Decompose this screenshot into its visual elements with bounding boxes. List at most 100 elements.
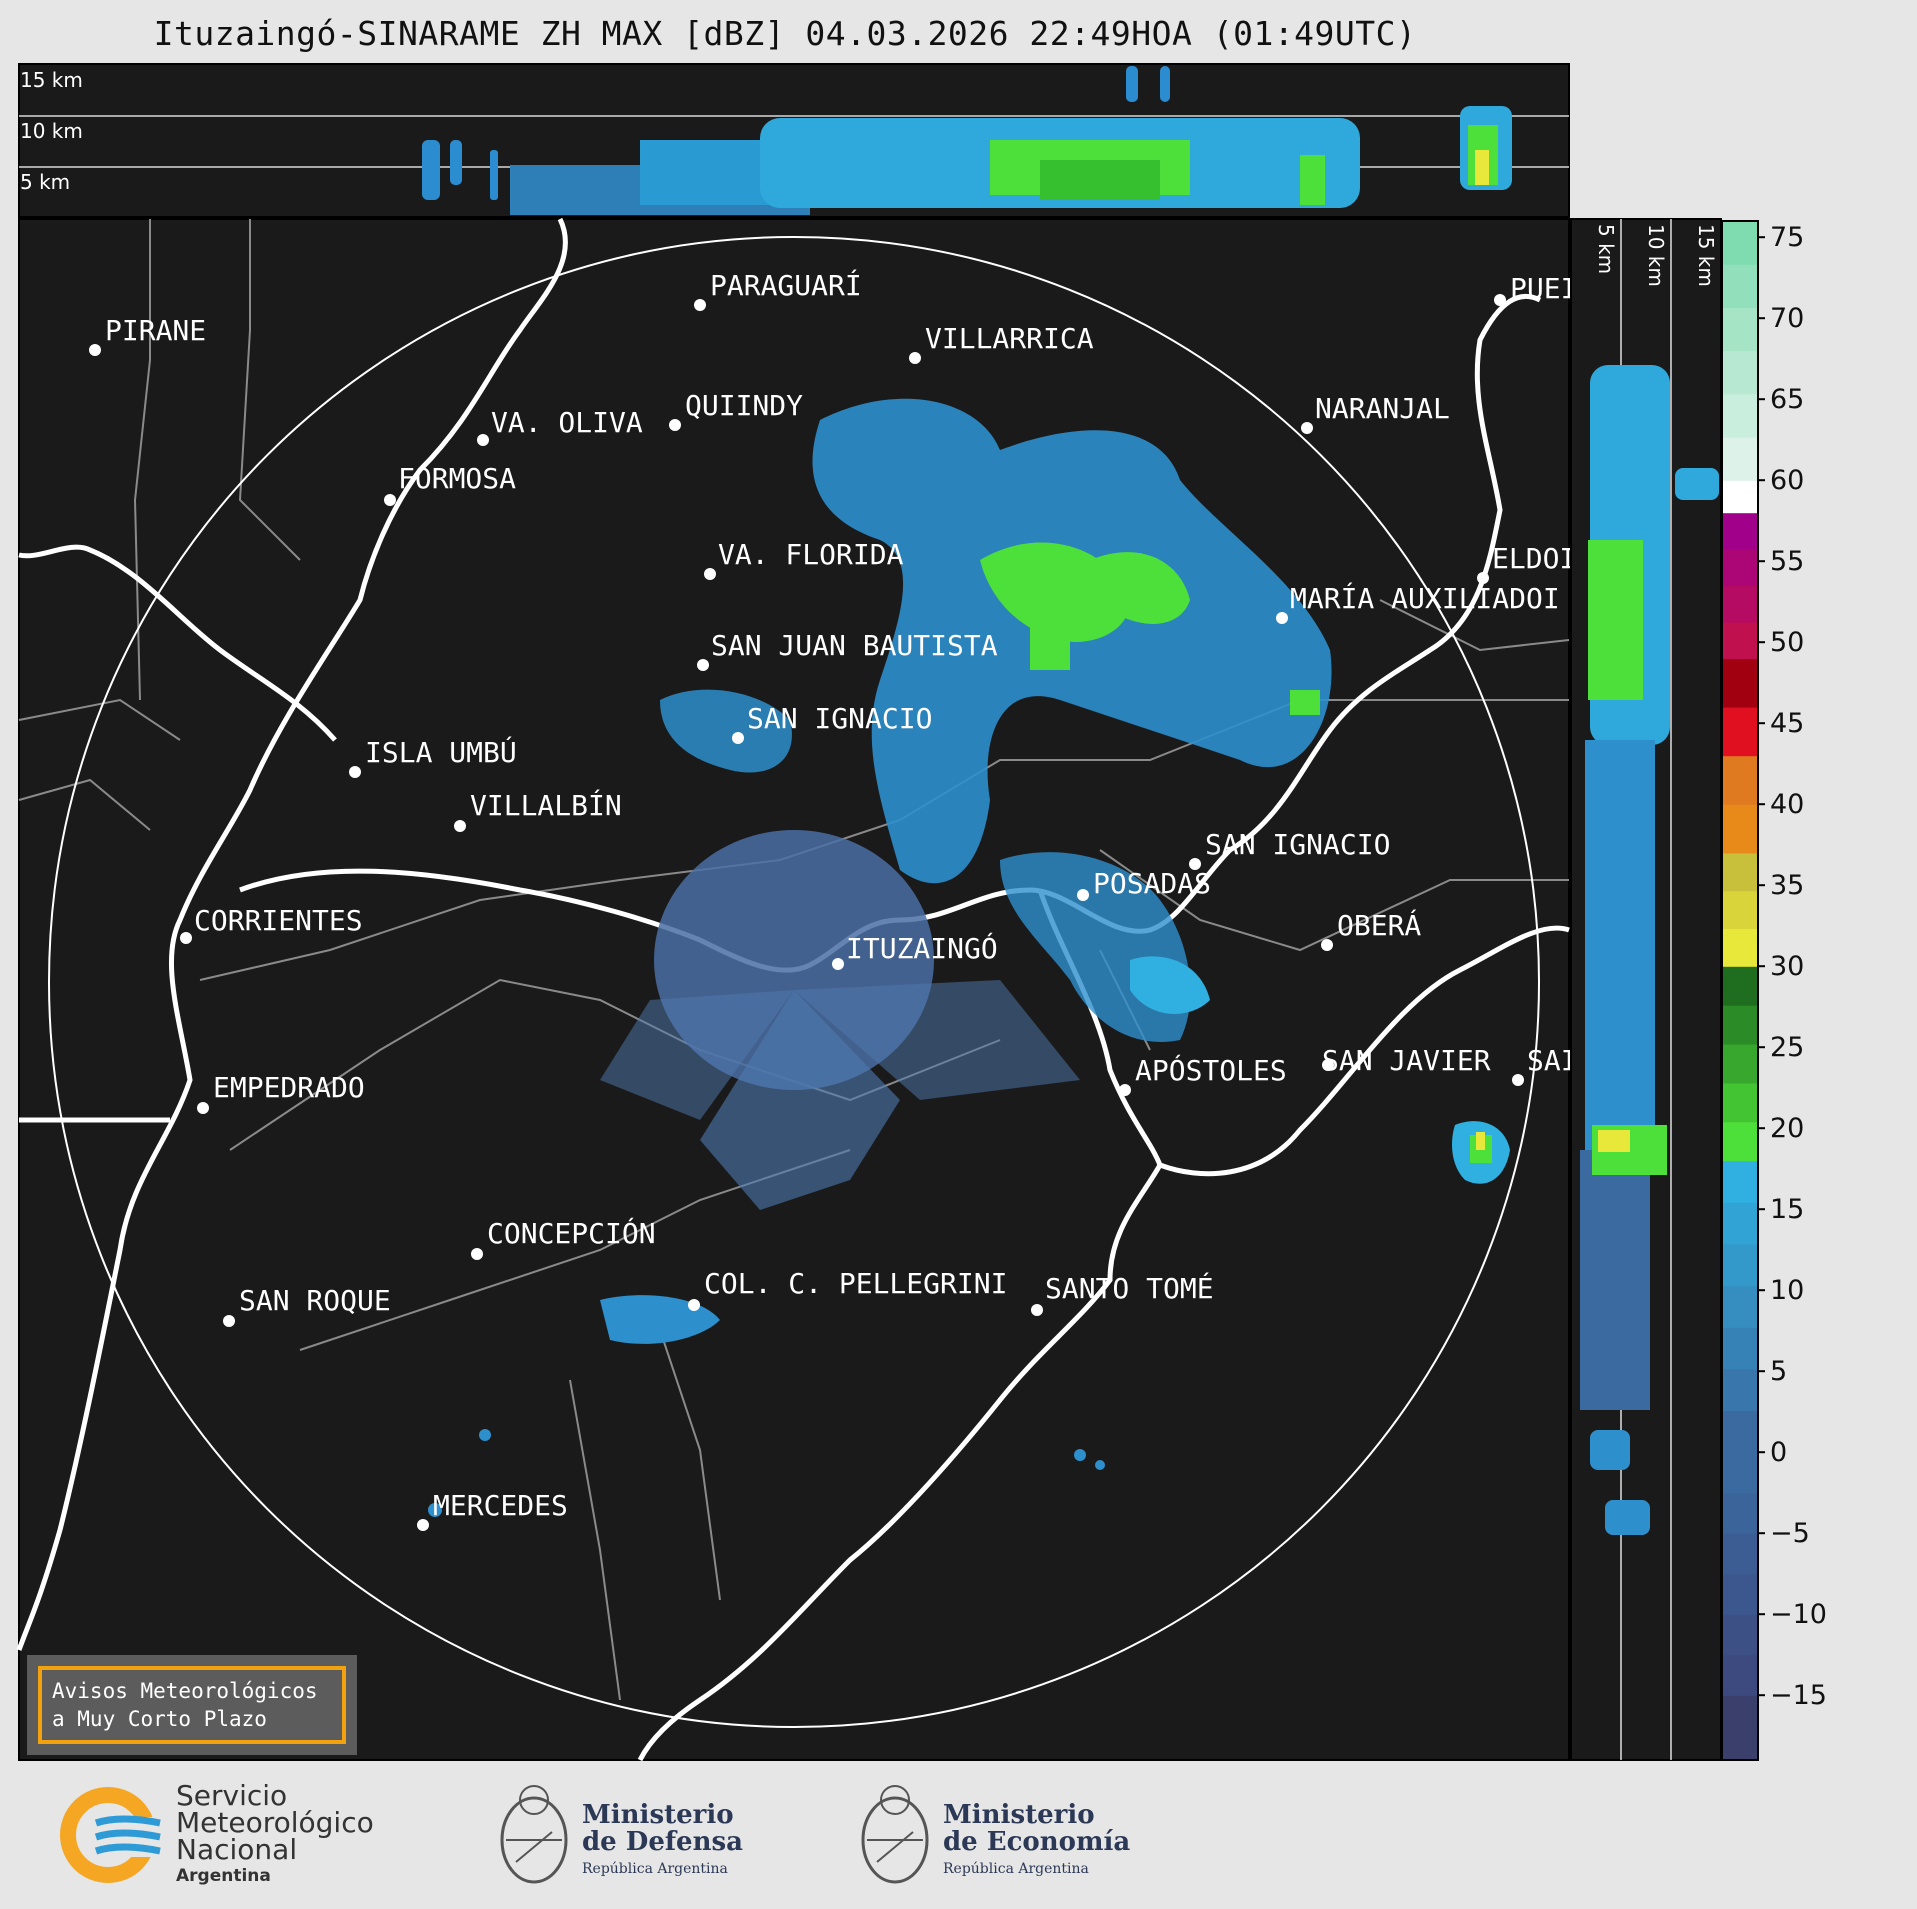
city-empedrado[interactable]: EMPEDRADO: [197, 1071, 365, 1114]
svg-text:CONCEPCIÓN: CONCEPCIÓN: [487, 1216, 656, 1250]
svg-text:APÓSTOLES: APÓSTOLES: [1135, 1053, 1287, 1087]
colorbar-band: [1722, 1285, 1758, 1328]
city-va-oliva[interactable]: VA. OLIVA: [477, 406, 643, 446]
city-va-florida[interactable]: VA. FLORIDA: [704, 538, 904, 580]
city-san-roque[interactable]: SAN ROQUE: [223, 1284, 391, 1327]
top-height-label-15: 15 km: [20, 68, 83, 92]
city-eldoi[interactable]: ELDOI: [1477, 542, 1576, 584]
colorbar-tick-label: 60: [1770, 465, 1804, 496]
smn-line1: Servicio: [176, 1779, 288, 1812]
city-san-ignacio-ar[interactable]: SAN IGNACIO: [1189, 828, 1390, 870]
smn-logo-mark: [60, 1787, 166, 1883]
svg-text:MERCEDES: MERCEDES: [433, 1489, 568, 1522]
colorbar-band: [1722, 1160, 1758, 1203]
city-naranjal[interactable]: NARANJAL: [1301, 392, 1450, 434]
city-villarrica[interactable]: VILLARRICA: [909, 322, 1094, 364]
top-height-label-10: 10 km: [20, 119, 83, 143]
colorbar-tick-label: 30: [1770, 951, 1804, 982]
city-santo-tome[interactable]: SANTO TOMÉ: [1031, 1271, 1214, 1316]
colorbar-band: [1722, 264, 1758, 308]
city-concepcion[interactable]: CONCEPCIÓN: [471, 1216, 656, 1260]
colorbar-band: [1722, 1005, 1758, 1045]
city-maria-auxiliadora[interactable]: MARÍA AUXILIADOI: [1276, 581, 1560, 624]
aviso-line1: Avisos Meteorológicos: [52, 1679, 318, 1703]
city-san-javier[interactable]: SAN JAVIER: [1322, 1044, 1491, 1077]
city-villalbin[interactable]: VILLALBÍN: [454, 788, 622, 832]
svg-text:SAN IGNACIO: SAN IGNACIO: [747, 702, 932, 735]
city-pirane[interactable]: PIRANE: [89, 314, 206, 356]
colorbar-band: [1722, 1573, 1758, 1615]
side-height-label-5: 5 km: [1594, 224, 1618, 274]
colorbar-band: [1722, 1492, 1758, 1534]
colorbar-band: [1722, 1121, 1758, 1162]
city-isla-umbu[interactable]: ISLA UMBÚ: [349, 735, 517, 778]
city-mercedes[interactable]: MERCEDES: [417, 1489, 568, 1531]
colorbar-band: [1722, 1614, 1758, 1656]
colorbar-band: [1722, 966, 1758, 1006]
colorbar-band: [1722, 307, 1758, 352]
colorbar-band: [1722, 1082, 1758, 1123]
argentina-seal-icon: [500, 1785, 568, 1884]
colorbar-band: [1722, 707, 1758, 757]
colorbar-tick-label: 45: [1770, 708, 1804, 739]
side-height-label-15: 15 km: [1694, 224, 1718, 287]
city-posadas[interactable]: POSADAS: [1077, 867, 1211, 901]
side-height-label-10: 10 km: [1644, 224, 1668, 287]
svg-text:FORMOSA: FORMOSA: [398, 462, 516, 495]
colorbar-tick-label: 5: [1770, 1356, 1787, 1387]
colorbar-band: [1722, 1695, 1758, 1729]
city-ituzaingo[interactable]: ITUZAINGÓ: [832, 931, 998, 970]
colorbar-band: [1722, 658, 1758, 708]
top-height-label-5: 5 km: [20, 170, 70, 194]
colorbar-band: [1722, 1327, 1758, 1370]
colorbar-bands: [1722, 221, 1758, 1761]
svg-text:PARAGUARÍ: PARAGUARÍ: [710, 268, 862, 302]
svg-text:SAI: SAI: [1527, 1044, 1578, 1077]
city-san-ignacio-py[interactable]: SAN IGNACIO: [732, 702, 932, 744]
colorbar-band: [1722, 852, 1758, 892]
city-san-juan-bautista[interactable]: SAN JUAN BAUTISTA: [697, 629, 998, 671]
colorbar-tick-label: 10: [1770, 1275, 1804, 1306]
city-col-c-pellegrini[interactable]: COL. C. PELLEGRINI: [688, 1267, 1007, 1311]
side-cross-section-panel: 5 km 10 km 15 km: [1570, 218, 1722, 1761]
city-paraguari[interactable]: PARAGUARÍ: [694, 268, 862, 311]
city-puei[interactable]: PUEI: [1494, 272, 1577, 306]
defensa-line1: Ministerio: [582, 1800, 734, 1830]
city-sai[interactable]: SAI: [1512, 1044, 1578, 1086]
city-obera[interactable]: OBERÁ: [1321, 908, 1421, 951]
economia-line2: de Economía: [943, 1827, 1131, 1857]
colorbar-band: [1722, 1043, 1758, 1084]
colorbar-band: [1722, 1654, 1758, 1696]
colorbar-tick-label: 65: [1770, 384, 1804, 415]
svg-text:MARÍA AUXILIADOI: MARÍA AUXILIADOI: [1290, 581, 1560, 615]
aviso-inner: Avisos Meteorológicos a Muy Corto Plazo: [38, 1666, 346, 1744]
colorbar-tick-label: 50: [1770, 627, 1804, 658]
colorbar-tick-label: 0: [1770, 1437, 1787, 1468]
colorbar-band: [1722, 1533, 1758, 1575]
top-echo-area: [422, 66, 1512, 215]
svg-text:POSADAS: POSADAS: [1093, 867, 1211, 900]
svg-text:QUIINDY: QUIINDY: [685, 389, 803, 422]
city-formosa[interactable]: FORMOSA: [384, 462, 516, 506]
colorbar-band: [1722, 928, 1758, 967]
economia-line3: República Argentina: [943, 1861, 1089, 1877]
city-apostoles[interactable]: APÓSTOLES: [1119, 1053, 1287, 1096]
city-quiindy[interactable]: QUIINDY: [669, 389, 803, 431]
svg-text:ITUZAINGÓ: ITUZAINGÓ: [846, 931, 998, 965]
svg-text:VA. OLIVA: VA. OLIVA: [491, 406, 643, 439]
ppi-echoes: [428, 398, 1510, 1517]
defensa-line2: de Defensa: [582, 1827, 743, 1857]
argentina-seal-icon: [861, 1785, 929, 1884]
svg-text:CORRIENTES: CORRIENTES: [194, 904, 363, 937]
city-corrientes[interactable]: CORRIENTES: [180, 904, 363, 944]
colorbar-band: [1722, 1202, 1758, 1245]
city-markers: PARAGUARÍ PIRANE VILLARRICA QUIINDY VA. …: [89, 268, 1578, 1531]
svg-text:OBERÁ: OBERÁ: [1337, 908, 1421, 942]
svg-text:EMPEDRADO: EMPEDRADO: [213, 1071, 365, 1104]
colorbar-band: [1722, 890, 1758, 929]
aviso-box[interactable]: Avisos Meteorológicos a Muy Corto Plazo: [27, 1655, 357, 1755]
colorbar-band: [1722, 437, 1758, 481]
colorbar-band: [1722, 512, 1758, 550]
